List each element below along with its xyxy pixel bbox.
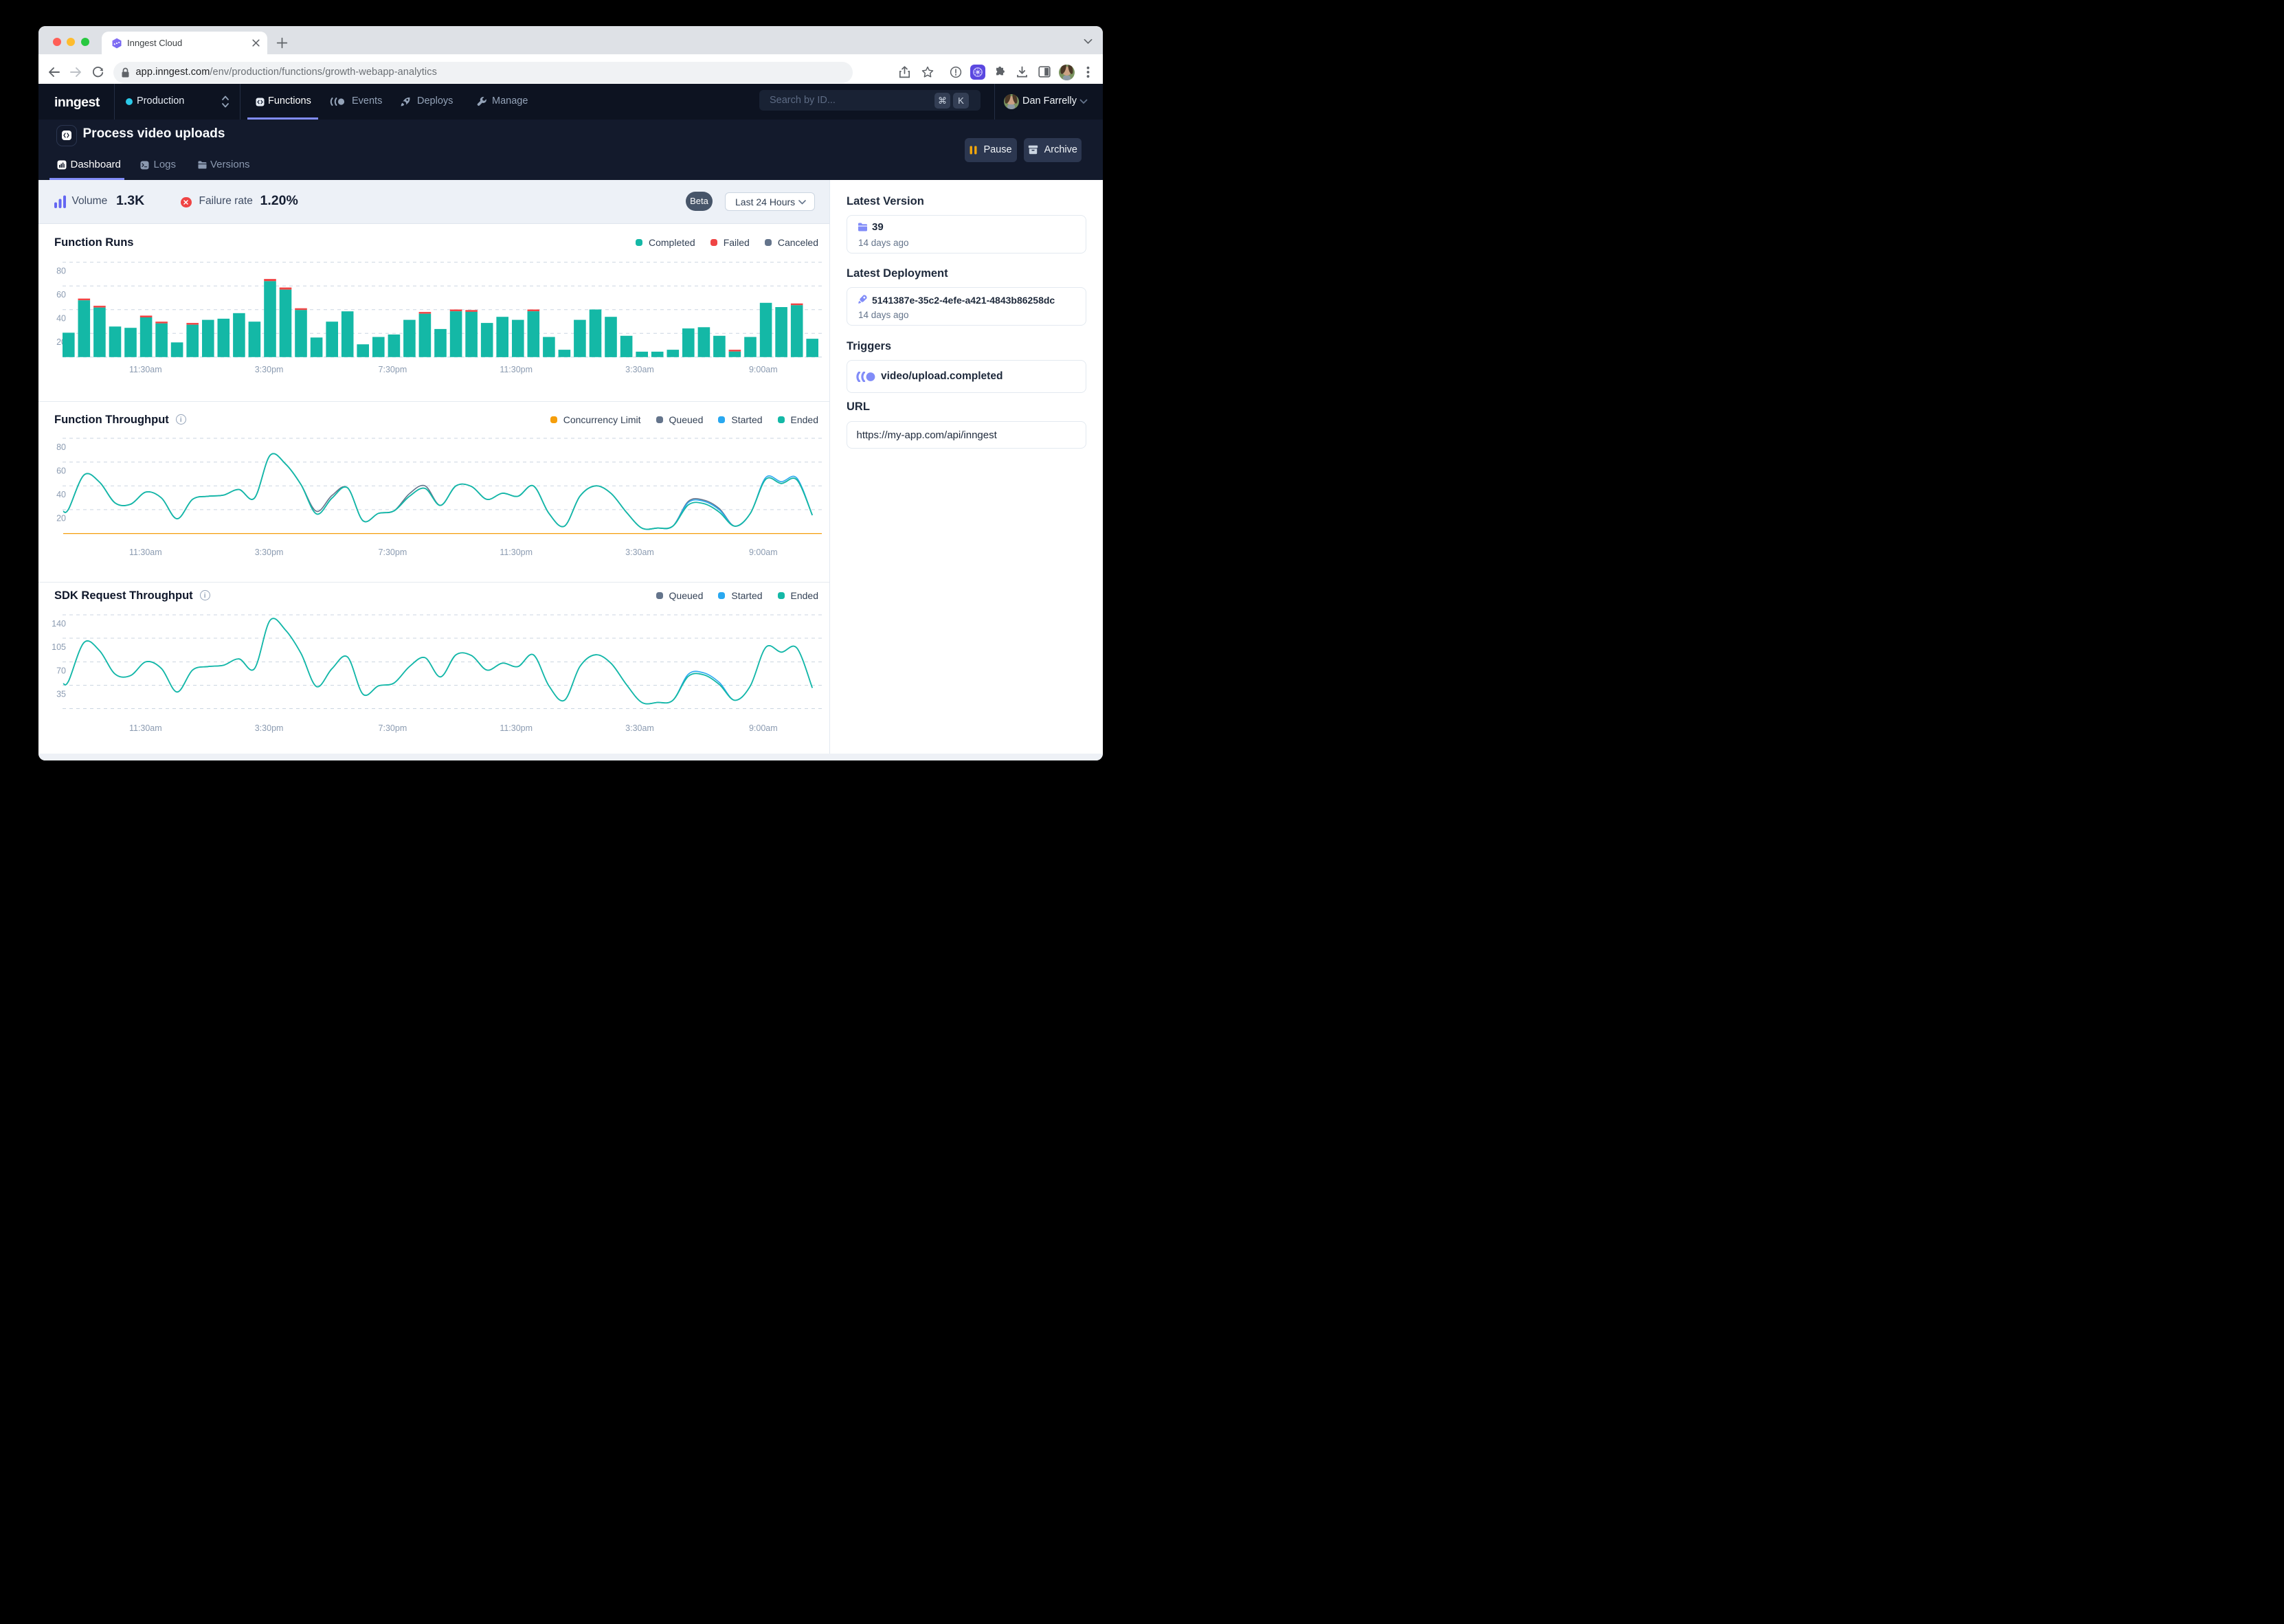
svg-text:60: 60: [56, 290, 66, 300]
svg-text:11:30am: 11:30am: [129, 365, 162, 374]
svg-text:60: 60: [56, 466, 66, 475]
svg-text:9:00am: 9:00am: [749, 365, 778, 374]
svg-text:9:00am: 9:00am: [749, 548, 778, 557]
svg-text:40: 40: [56, 490, 66, 499]
svg-text:3:30am: 3:30am: [625, 723, 654, 733]
svg-text:105: 105: [52, 642, 66, 652]
svg-text:3:30pm: 3:30pm: [255, 548, 284, 557]
svg-text:11:30pm: 11:30pm: [500, 365, 533, 374]
svg-text:7:30pm: 7:30pm: [379, 365, 407, 374]
svg-text:3:30pm: 3:30pm: [255, 723, 284, 733]
svg-text:11:30am: 11:30am: [129, 723, 162, 733]
svg-text:40: 40: [56, 313, 66, 323]
svg-text:11:30am: 11:30am: [129, 548, 162, 557]
svg-text:80: 80: [56, 266, 66, 275]
svg-text:20: 20: [56, 513, 66, 523]
svg-text:7:30pm: 7:30pm: [379, 723, 407, 733]
svg-text:7:30pm: 7:30pm: [379, 548, 407, 557]
svg-text:3:30am: 3:30am: [625, 365, 654, 374]
svg-text:140: 140: [52, 619, 66, 629]
svg-text:9:00am: 9:00am: [749, 723, 778, 733]
svg-text:11:30pm: 11:30pm: [500, 548, 533, 557]
svg-text:3:30pm: 3:30pm: [255, 365, 284, 374]
svg-text:11:30pm: 11:30pm: [500, 723, 533, 733]
svg-text:3:30am: 3:30am: [625, 548, 654, 557]
svg-text:35: 35: [56, 689, 66, 699]
svg-text:80: 80: [56, 442, 66, 452]
svg-text:70: 70: [56, 666, 66, 675]
